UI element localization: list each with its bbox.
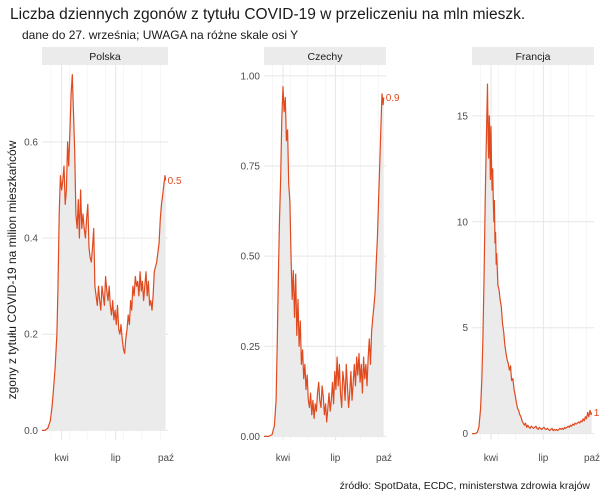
y-tick-label: 0.2 xyxy=(24,330,38,341)
series-line xyxy=(472,83,593,435)
panel-strip xyxy=(264,47,386,65)
x-tick-label: lip xyxy=(111,453,121,464)
end-value-label: 1 xyxy=(594,408,600,419)
panel-strip xyxy=(472,47,594,65)
y-tick-label: 5 xyxy=(462,323,468,334)
y-axis-label: zgony z tytułu COVID-19 na milion mieszk… xyxy=(5,140,19,399)
series-area xyxy=(42,74,166,431)
panel-czechy: Czechy 0.00 0.25 0.50 0.75 1.00 0.9 kwi lip paź xyxy=(241,47,400,464)
series-area xyxy=(472,84,592,434)
series-line xyxy=(42,74,167,431)
x-tick-label: kwi xyxy=(54,453,68,464)
y-tick-label: 15 xyxy=(457,111,469,122)
x-tick-label: paź xyxy=(376,453,392,464)
panel-title: Francja xyxy=(515,51,550,63)
y-tick-label: 0.4 xyxy=(24,234,38,245)
x-tick-label: paź xyxy=(584,453,600,464)
end-value-label: 0.5 xyxy=(168,176,182,187)
panel-title: Czechy xyxy=(307,51,343,63)
series-area xyxy=(264,86,384,437)
y-tick-label: 0.25 xyxy=(241,342,261,353)
y-tick-label: 0.75 xyxy=(241,161,261,172)
y-tick-label: 1.00 xyxy=(241,71,261,82)
x-tick-label: lip xyxy=(538,453,548,464)
y-tick-label: 0.50 xyxy=(241,252,261,263)
y-tick-label: 0.0 xyxy=(24,426,38,437)
series-line xyxy=(264,86,385,437)
y-tick-label: 0.00 xyxy=(241,432,261,443)
panel-polska: Polska 0.0 0.2 0.4 0.6 0.5 kwi lip paź xyxy=(24,47,182,464)
x-tick-label: paź xyxy=(158,453,174,464)
panel-francja: Francja 0 5 10 15 1 kwi lip paź xyxy=(457,47,600,464)
x-tick-label: kwi xyxy=(276,453,290,464)
x-tick-label: lip xyxy=(330,453,340,464)
y-tick-label: 10 xyxy=(457,217,469,228)
y-tick-label: 0 xyxy=(462,429,468,440)
chart-caption: źródło: SpotData, ECDC, ministerstwa zdr… xyxy=(339,480,590,492)
end-value-label: 0.9 xyxy=(386,93,400,104)
chart-subtitle: dane do 27. września; UWAGA na różne ska… xyxy=(22,28,299,42)
chart-title: Liczba dziennych zgonów z tytułu COVID-1… xyxy=(10,6,526,23)
panel-title: Polska xyxy=(89,51,121,63)
x-tick-label: kwi xyxy=(484,453,498,464)
panel-strip xyxy=(42,47,168,65)
y-tick-label: 0.6 xyxy=(24,137,38,148)
